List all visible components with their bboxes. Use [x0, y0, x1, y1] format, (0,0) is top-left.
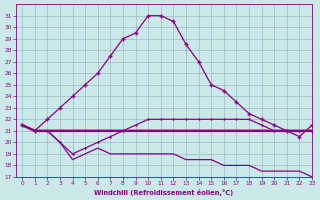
X-axis label: Windchill (Refroidissement éolien,°C): Windchill (Refroidissement éolien,°C): [94, 189, 234, 196]
